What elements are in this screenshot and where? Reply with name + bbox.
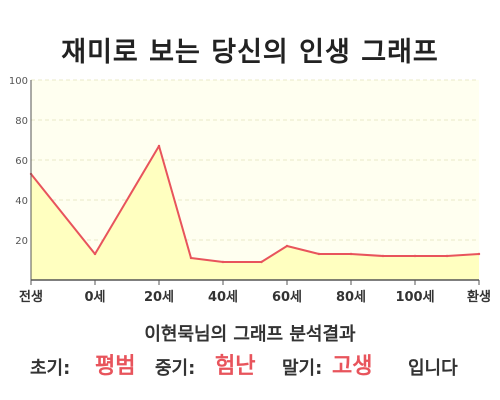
- y-tick-label-60: 60: [15, 156, 28, 167]
- data-point-4: [221, 260, 225, 264]
- data-point-1: [93, 252, 97, 256]
- middle-value: 험난: [215, 354, 256, 379]
- result-suffix: 입니다: [408, 358, 458, 379]
- x-tick-label-6: 100세: [395, 290, 434, 305]
- early-value: 평범: [95, 354, 136, 379]
- series-area: [31, 146, 479, 280]
- analysis-heading: 이현묵님의 그래프 분석결과: [144, 324, 356, 345]
- data-point-3: [189, 256, 193, 260]
- late-label: 말기:: [282, 358, 323, 379]
- late-value: 고생: [332, 354, 373, 379]
- x-tick-label-2: 20세: [144, 290, 174, 305]
- data-point-5: [260, 260, 263, 264]
- x-tick-label-1: 0세: [84, 290, 105, 305]
- analysis-summary: 초기: 평범 중기: 험난 말기: 고생 입니다: [30, 346, 480, 380]
- data-point-6: [285, 244, 289, 248]
- y-tick-label-80: 80: [15, 116, 28, 127]
- page-title: 재미로 보는 당신의 인생 그래프: [61, 37, 439, 68]
- data-point-10: [413, 254, 417, 258]
- x-tick-label-7: 환생: [467, 289, 491, 305]
- y-tick-label-100: 100: [9, 76, 28, 87]
- data-point-7: [317, 252, 321, 256]
- x-tick-label-3: 40세: [208, 290, 238, 305]
- x-tick-label-5: 80세: [336, 290, 366, 305]
- data-point-2: [157, 144, 161, 148]
- early-label: 초기:: [30, 358, 71, 379]
- data-point-11: [445, 254, 449, 258]
- x-tick-label-4: 60세: [272, 290, 302, 305]
- y-tick-label-20: 20: [15, 236, 28, 247]
- middle-label: 중기:: [155, 358, 196, 379]
- data-point-9: [381, 254, 385, 258]
- data-point-8: [349, 252, 353, 256]
- data-point-12: [477, 252, 481, 256]
- y-tick-label-40: 40: [15, 196, 28, 207]
- x-tick-label-0: 전생: [19, 289, 43, 305]
